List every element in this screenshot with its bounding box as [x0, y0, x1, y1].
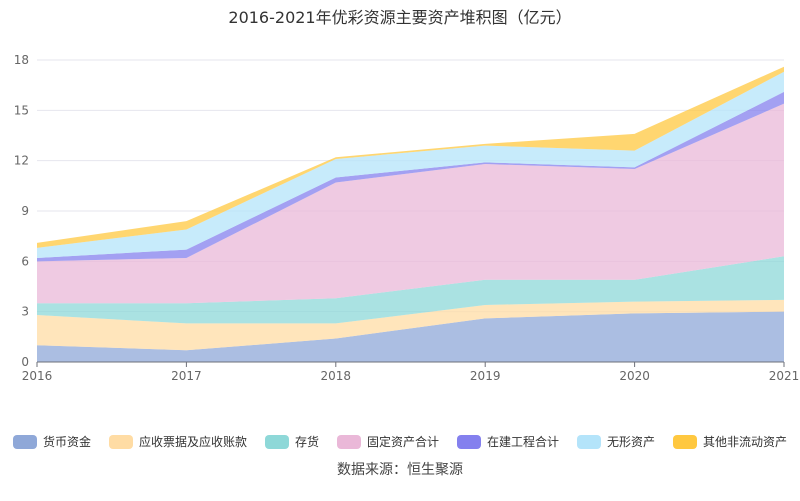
area-series-1 [37, 311, 784, 362]
legend-swatch [264, 434, 289, 449]
area-series-2 [37, 299, 784, 351]
y-tick-label: 6 [21, 254, 29, 268]
y-tick-label: 3 [21, 305, 29, 319]
legend-item[interactable]: 固定资产合计 [336, 433, 439, 450]
chart-legend: 货币资金 应收票据及应收账款 存货 固定资产合计 在建工程合计 无形资产 其他非流动资产 [0, 433, 800, 450]
legend-swatch [577, 434, 602, 449]
legend-item[interactable]: 存货 [264, 433, 319, 450]
y-tick-label: 18 [14, 53, 29, 67]
x-tick-label: 2021 [769, 369, 800, 383]
legend-item[interactable]: 在建工程合计 [457, 433, 559, 450]
legend-item[interactable]: 无形资产 [577, 433, 655, 450]
x-tick-label: 2020 [619, 369, 650, 383]
legend-label: 存货 [294, 435, 319, 449]
area-series-3 [37, 256, 784, 324]
legend-item[interactable]: 货币资金 [12, 433, 91, 450]
legend-label: 固定资产合计 [366, 435, 439, 449]
x-tick-label: 2019 [470, 369, 501, 383]
area-series-4 [37, 103, 784, 304]
legend-label: 货币资金 [42, 435, 91, 449]
y-tick-label: 12 [14, 154, 29, 168]
legend-swatch [108, 434, 133, 449]
x-tick-label: 2018 [321, 369, 352, 383]
legend-label: 在建工程合计 [487, 435, 560, 449]
data-source: 数据来源：恒生聚源 [337, 462, 463, 478]
legend-label: 无形资产 [607, 435, 656, 449]
y-tick-label: 15 [14, 103, 29, 117]
legend-label: 应收票据及应收账款 [138, 435, 247, 449]
legend-swatch [12, 434, 37, 449]
legend-swatch [457, 434, 481, 449]
legend-item[interactable]: 其他非流动资产 [673, 433, 787, 450]
y-tick-label: 0 [21, 355, 29, 369]
x-tick-label: 2016 [22, 369, 53, 383]
legend-item[interactable]: 应收票据及应收账款 [108, 433, 247, 450]
legend-swatch [673, 434, 698, 449]
area-series-6 [37, 71, 784, 258]
legend-label: 其他非流动资产 [703, 435, 788, 449]
chart-title: 2016-2021年优彩资源主要资产堆积图（亿元） [228, 8, 572, 27]
x-tick-label: 2017 [171, 369, 202, 383]
legend-swatch [336, 434, 361, 449]
y-tick-label: 9 [21, 204, 29, 218]
